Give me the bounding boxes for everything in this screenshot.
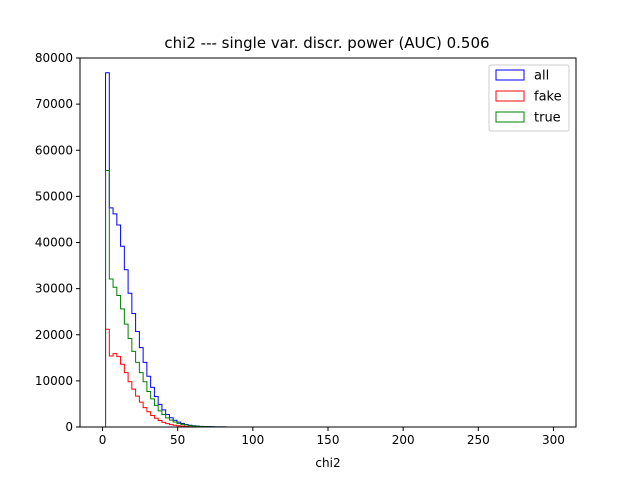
y-tick-label: 30000 xyxy=(35,282,73,296)
y-tick-label: 40000 xyxy=(35,236,73,250)
x-tick-label: 150 xyxy=(317,433,340,447)
x-axis-label: chi2 xyxy=(315,456,340,470)
legend-label-all: all xyxy=(534,69,549,84)
legend-swatch-true xyxy=(495,111,525,123)
chart-title: chi2 --- single var. discr. power (AUC) … xyxy=(164,34,489,52)
y-tick-label: 0 xyxy=(65,420,73,434)
legend-label-fake: fake xyxy=(534,90,562,105)
y-tick-label: 80000 xyxy=(35,51,73,65)
legend: all fake true xyxy=(488,64,570,132)
legend-label-true: true xyxy=(534,111,561,126)
x-tick-label: 50 xyxy=(170,433,185,447)
y-tick-label: 50000 xyxy=(35,189,73,203)
x-tick-label: 100 xyxy=(241,433,264,447)
legend-swatch-all xyxy=(495,69,525,81)
y-tick-label: 10000 xyxy=(35,374,73,388)
y-tick-label: 20000 xyxy=(35,328,73,342)
x-tick-label: 250 xyxy=(467,433,490,447)
x-tick-label: 200 xyxy=(392,433,415,447)
y-tick-label: 60000 xyxy=(35,143,73,157)
y-axis-ticks: 0 10000 20000 30000 40000 50000 60000 70000 8000… xyxy=(35,51,80,434)
series-all-line xyxy=(105,72,238,428)
series-layer xyxy=(105,72,238,428)
series-fake-line xyxy=(105,328,238,428)
legend-items: all fake true xyxy=(495,69,562,126)
legend-box xyxy=(488,64,570,132)
x-tick-label: 300 xyxy=(542,433,565,447)
x-axis-ticks: 0 50 100 150 200 250 300 xyxy=(99,427,565,447)
legend-swatch-fake xyxy=(495,90,525,102)
series-true-line xyxy=(105,170,238,428)
y-tick-label: 70000 xyxy=(35,97,73,111)
x-tick-label: 0 xyxy=(99,433,107,447)
